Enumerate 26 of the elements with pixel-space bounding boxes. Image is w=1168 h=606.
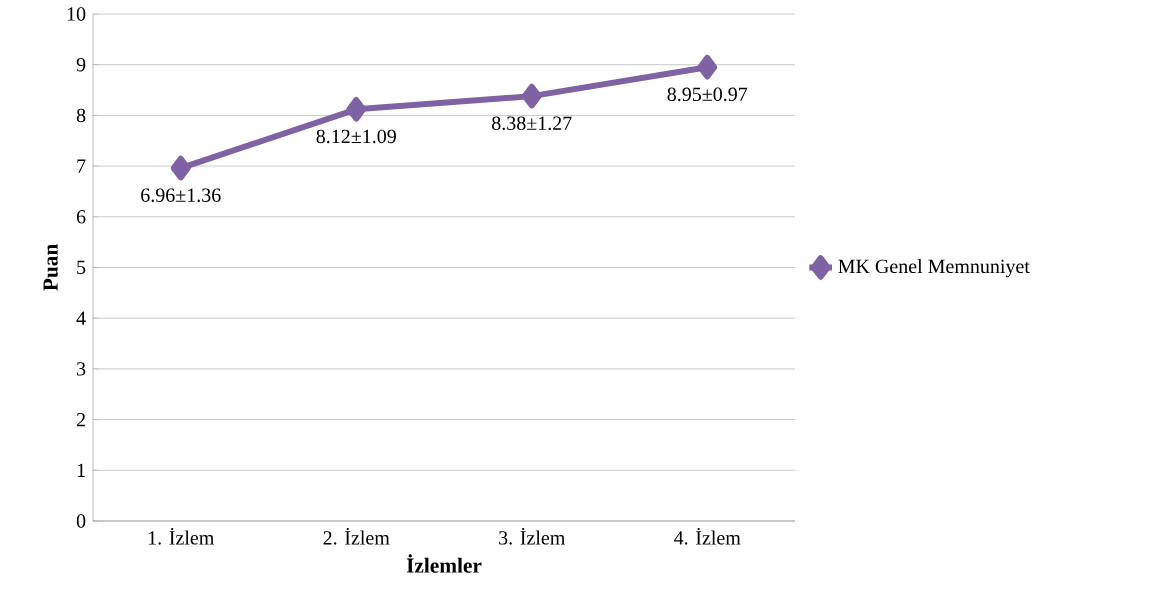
y-tick-label: 4 [76, 311, 86, 325]
legend-label: MK Genel Memnuniyet [838, 259, 1030, 278]
data-label: 6.96±1.36 [141, 188, 221, 202]
y-tick-label: 5 [77, 260, 86, 275]
y-tick-label: 7 [77, 159, 86, 173]
y-tick-label: 1 [77, 463, 85, 477]
data-label: 8.12±1.09 [316, 129, 396, 144]
y-tick-label: 6 [76, 210, 86, 224]
y-tick-label: 9 [76, 57, 86, 72]
y-tick-label: 10 [67, 7, 86, 21]
x-tick-label: 4. İzlem [674, 527, 741, 545]
y-tick-label: 8 [76, 108, 86, 123]
y-tick-label: 2 [76, 412, 85, 427]
point [170, 155, 191, 181]
y-tick-label: 0 [76, 514, 86, 528]
data-label: 8.95±0.97 [667, 87, 748, 102]
point [346, 96, 367, 122]
point [521, 83, 542, 109]
data-label: 8.38±1.27 [492, 116, 572, 131]
x-tick-label: 3. İzlem [499, 527, 566, 545]
y-tick-label: 3 [77, 362, 86, 376]
point [697, 54, 718, 80]
x-tick-label: 1. İzlem [148, 527, 215, 545]
y-axis-title: Puan [43, 244, 58, 291]
x-tick-label: 2. İzlem [323, 527, 390, 545]
x-axis-title: İzlemler [406, 554, 482, 573]
